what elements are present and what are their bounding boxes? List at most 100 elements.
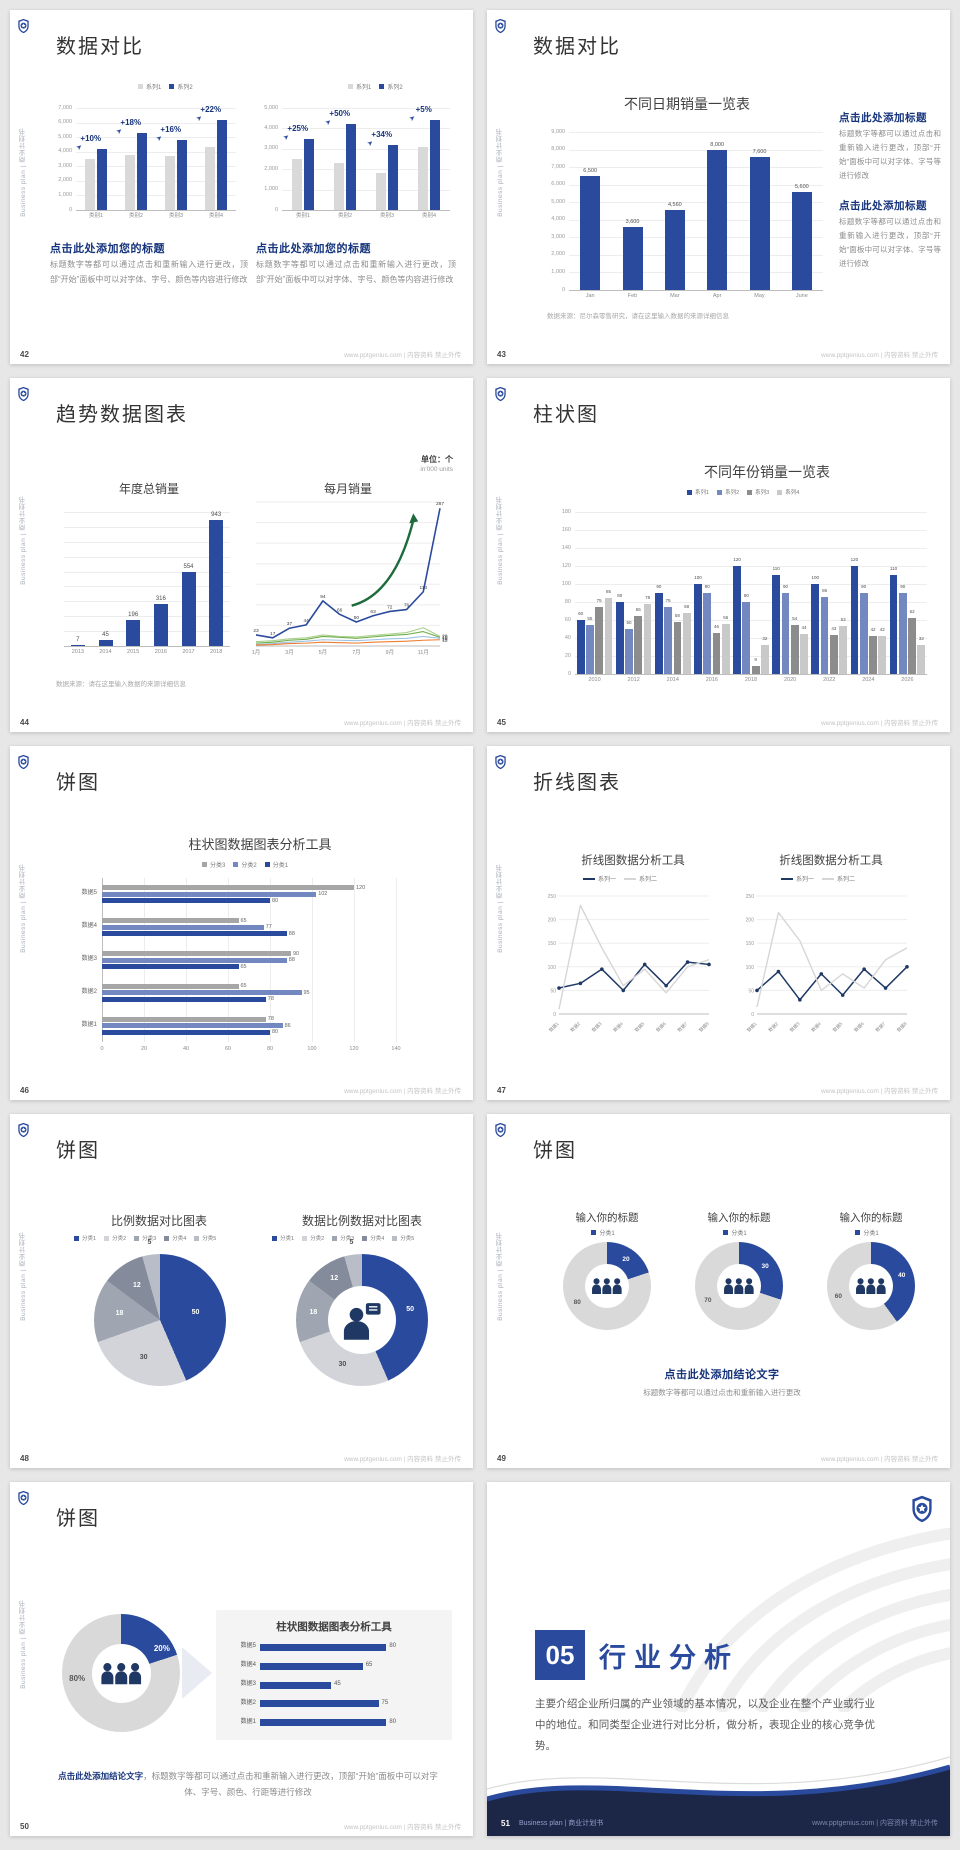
chart-legend: 系列1 系列2 — [348, 82, 411, 91]
slide-side-strip: Business plan | 商业计划书 — [487, 10, 513, 364]
annual-sales-bar-chart: 2013 2014 2015 2016 2017 2018 7 45 196 316 554 943 — [56, 498, 236, 658]
line-chart-left: 250 200 150 100 50 0 数据1 数据2 数据3 数据4 数据5 数据6 数据7 数据8 — [539, 886, 725, 1038]
slide-49-thumbnail[interactable]: Business plan | 商业计划书 饼图 输入你的标题 分类1 20 80… — [487, 1114, 950, 1468]
sales-by-date-bar-chart: 9,000 8,000 7,000 6,000 5,000 4,000 3,000 2,000… — [543, 114, 829, 302]
slide-44-thumbnail[interactable]: Business plan | 商业计划书 趋势数据图表 单位：个 in'000… — [10, 378, 473, 732]
svg-text:50: 50 — [550, 988, 556, 994]
conclusion-lead: 点击此处添加结论文字 — [58, 1771, 144, 1781]
slide-side-strip: Business plan | 商业计划书 — [487, 1114, 513, 1468]
monthly-sales-line-chart: 23 17 37 44 94 66 50 63 72 76 113 287 18 16 20 13 1月 3月 5月… — [248, 492, 456, 660]
page-number: 46 — [20, 1086, 29, 1095]
conclusion-rest: ，标题数字等都可以通过点击和重新输入进行更改，顶部“开始”面板中可以对字体、字号… — [143, 1771, 438, 1798]
slide-50-thumbnail[interactable]: Business plan | 商业计划书 饼图 20% 80% 柱状图数据图表分… — [10, 1482, 473, 1836]
footer-site-text: www.pptgenius.com | 内容资料 禁止外传 — [344, 1456, 461, 1463]
footer-site-text: www.pptgenius.com | 内容资料 禁止外传 — [821, 1456, 938, 1463]
section-title: 行业分析 — [599, 1643, 739, 1673]
slide-side-strip: Business plan | 商业计划书 — [10, 746, 36, 1100]
slide-47-thumbnail[interactable]: Business plan | 商业计划书 折线图表 折线图数据分析工具 系列一… — [487, 746, 950, 1100]
slide-title: 饼图 — [56, 772, 100, 794]
badge-logo-icon — [494, 1122, 507, 1138]
svg-text:113: 113 — [419, 585, 427, 591]
svg-text:数据8: 数据8 — [895, 1020, 908, 1033]
svg-text:37: 37 — [287, 621, 293, 627]
vertical-brand-label: Business plan | 商业计划书 — [20, 1600, 27, 1689]
chart-title: 折线图数据分析工具 — [779, 855, 883, 867]
slide-title: 饼图 — [56, 1140, 100, 1162]
slide-title: 饼图 — [56, 1508, 100, 1530]
vertical-brand-label: Business plan | 商业计划书 — [20, 128, 27, 217]
slide-side-strip: Business plan | 商业计划书 — [10, 10, 36, 364]
footer-site-text: www.pptgenius.com | 内容资料 禁止外传 — [344, 1824, 461, 1831]
svg-text:数据7: 数据7 — [874, 1020, 887, 1033]
chart-legend: 分类3 分类2 分类1 — [202, 860, 296, 869]
badge-logo-icon — [17, 18, 30, 34]
block-body: 标题数字等都可以通过点击和重新输入进行更改，顶部“开始”面板中可以对字体、字号、… — [50, 260, 248, 284]
conclusion-body: 标题数字等都可以通过点击和重新输入进行更改 — [643, 1388, 801, 1397]
svg-text:18: 18 — [442, 635, 448, 641]
chart-legend: 系列1 系列2 系列3 系列4 — [687, 488, 807, 496]
slide-48-thumbnail[interactable]: Business plan | 商业计划书 饼图 比例数据对比图表 分类1 分类2… — [10, 1114, 473, 1468]
svg-text:100: 100 — [746, 965, 755, 971]
section-number-box: 05 — [535, 1630, 585, 1680]
slide-side-strip: Business plan | 商业计划书 — [10, 1482, 36, 1836]
svg-text:17: 17 — [270, 631, 276, 637]
arrow-right-icon — [182, 1647, 212, 1699]
svg-text:50: 50 — [748, 988, 754, 994]
chart-legend: 分类1 — [545, 1228, 669, 1237]
chart-legend: 分类1 — [677, 1228, 801, 1237]
page-number: 49 — [497, 1454, 506, 1463]
footer-brand-text: Business plan | 商业计划书 — [519, 1820, 604, 1827]
svg-text:44: 44 — [304, 618, 310, 624]
slide-45-thumbnail[interactable]: Business plan | 商业计划书 柱状图 不同年份销量一览表 系列1 系… — [487, 378, 950, 732]
svg-text:数据2: 数据2 — [767, 1020, 780, 1033]
svg-text:0: 0 — [751, 1012, 754, 1018]
slide-42-thumbnail[interactable]: Business plan | 商业计划书 数据对比 系列1 系列2 系列1 系列2… — [10, 10, 473, 364]
svg-text:5月: 5月 — [319, 649, 328, 656]
badge-logo-icon — [494, 18, 507, 34]
slide-side-strip: Business plan | 商业计划书 — [10, 1114, 36, 1468]
svg-text:200: 200 — [548, 918, 557, 924]
svg-text:63: 63 — [370, 609, 376, 615]
page-number: 42 — [20, 350, 29, 359]
chart-legend: 分类1 — [809, 1228, 933, 1237]
chart-title: 数据比例数据对比图表 — [301, 1214, 422, 1228]
vertical-brand-label: Business plan | 商业计划书 — [497, 864, 504, 953]
panel-title: 柱状图数据图表分析工具 — [276, 1621, 392, 1633]
page-number: 50 — [20, 1822, 29, 1831]
conclusion-heading: 点击此处添加结论文字 — [664, 1369, 780, 1381]
page-number: 51 — [501, 1819, 510, 1828]
svg-text:数据1: 数据1 — [547, 1020, 560, 1033]
svg-text:20: 20 — [442, 634, 448, 640]
badge-logo-icon — [494, 754, 507, 770]
donut-chart-2: 30 70 — [695, 1242, 783, 1330]
analysis-panel: 柱状图数据图表分析工具 数据5 80 数据4 65 数据3 45 数据2 75 数据1 80 — [216, 1610, 452, 1740]
svg-text:250: 250 — [746, 894, 755, 900]
grouped-bar-chart-left: 7,000 6,000 5,000 4,000 3,000 2,000 1,000 0 类别1 类… — [50, 94, 242, 222]
footer-band — [487, 1741, 950, 1836]
svg-text:数据6: 数据6 — [852, 1020, 865, 1033]
slide-title: 数据对比 — [56, 36, 144, 58]
svg-text:150: 150 — [548, 941, 557, 947]
block-body: 标题数字等都可以通过点击和重新输入进行更改，顶部“开始”面板中可以对字体、字号等… — [839, 217, 941, 268]
svg-text:数据2: 数据2 — [569, 1020, 582, 1033]
svg-text:0: 0 — [553, 1012, 556, 1018]
svg-text:数据3: 数据3 — [788, 1020, 801, 1033]
svg-text:66: 66 — [337, 607, 343, 613]
badge-logo-icon — [17, 386, 30, 402]
slide-46-thumbnail[interactable]: Business plan | 商业计划书 饼图 柱状图数据图表分析工具 分类3… — [10, 746, 473, 1100]
svg-text:72: 72 — [387, 604, 393, 610]
badge-logo-icon — [494, 386, 507, 402]
chart-legend: 系列1 系列2 — [138, 82, 201, 91]
background-swoosh — [650, 1482, 950, 1717]
data-source-note: 数据来源：请在这里输入数据的来源详细信息 — [56, 681, 186, 688]
slide-side-strip: Business plan | 商业计划书 — [487, 378, 513, 732]
svg-text:1月: 1月 — [252, 649, 261, 656]
slide-side-strip: Business plan | 商业计划书 — [487, 746, 513, 1100]
slide-title: 柱状图 — [533, 404, 599, 426]
line-chart-right: 250 200 150 100 50 0 数据1 数据2 数据3 数据4 数据5 数据6 数据7 数据8 — [737, 886, 923, 1038]
donut-title-1: 输入你的标题 — [575, 1212, 639, 1224]
slide-43-thumbnail[interactable]: Business plan | 商业计划书 数据对比 不同日期销量一览表 9,0… — [487, 10, 950, 364]
svg-text:数据5: 数据5 — [831, 1020, 844, 1033]
slide-51-thumbnail[interactable]: 05 行业分析 主要介绍企业所归属的产业领域的基本情况，以及企业在整个产业或行业… — [487, 1482, 950, 1836]
